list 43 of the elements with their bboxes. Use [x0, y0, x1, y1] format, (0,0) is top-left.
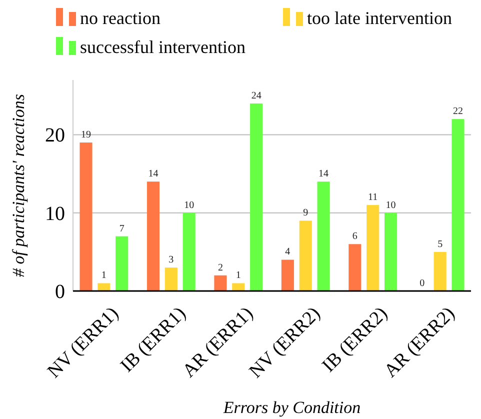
- data-label: 10: [386, 200, 396, 211]
- bar: [232, 283, 245, 291]
- data-label: 10: [184, 200, 194, 211]
- data-label: 11: [368, 192, 378, 204]
- data-label: 0: [420, 278, 425, 289]
- bar: [452, 119, 464, 291]
- data-label: 6: [352, 231, 358, 242]
- y-tick-label: 10: [45, 202, 65, 225]
- data-label: 3: [168, 254, 174, 266]
- bar: [146, 182, 160, 291]
- bar: [366, 205, 380, 291]
- bar: [98, 283, 110, 291]
- bar: [80, 142, 92, 291]
- bar: [384, 212, 398, 291]
- bar: [434, 252, 446, 291]
- data-label: 7: [119, 223, 124, 234]
- legend-label: no reaction: [80, 8, 160, 28]
- y-tick-label: 0: [55, 281, 65, 303]
- data-label: 5: [438, 238, 443, 250]
- bar: [250, 103, 263, 291]
- bar: [281, 260, 294, 291]
- data-label: 14: [148, 168, 158, 180]
- x-axis-title: Errors by Condition: [222, 398, 361, 417]
- data-label: 2: [218, 262, 223, 274]
- bar: [317, 182, 330, 291]
- data-label: 22: [453, 106, 463, 118]
- bar: [348, 244, 362, 291]
- bar: [164, 268, 178, 291]
- bar: [182, 212, 196, 291]
- data-label: 1: [236, 270, 241, 282]
- data-label: 9: [303, 208, 308, 219]
- bar: [299, 220, 312, 291]
- data-label: 4: [285, 246, 290, 258]
- data-label: 14: [318, 168, 329, 180]
- data-label: 24: [251, 90, 262, 102]
- data-label: 19: [81, 130, 91, 141]
- y-tick-label: 20: [45, 124, 65, 147]
- legend-label: successful intervention: [80, 37, 246, 57]
- y-axis-title: # of participants' reactions: [9, 94, 28, 277]
- legend-label: too late intervention: [307, 8, 452, 28]
- bar: [214, 275, 227, 291]
- bar: [116, 236, 128, 291]
- data-label: 1: [101, 270, 106, 282]
